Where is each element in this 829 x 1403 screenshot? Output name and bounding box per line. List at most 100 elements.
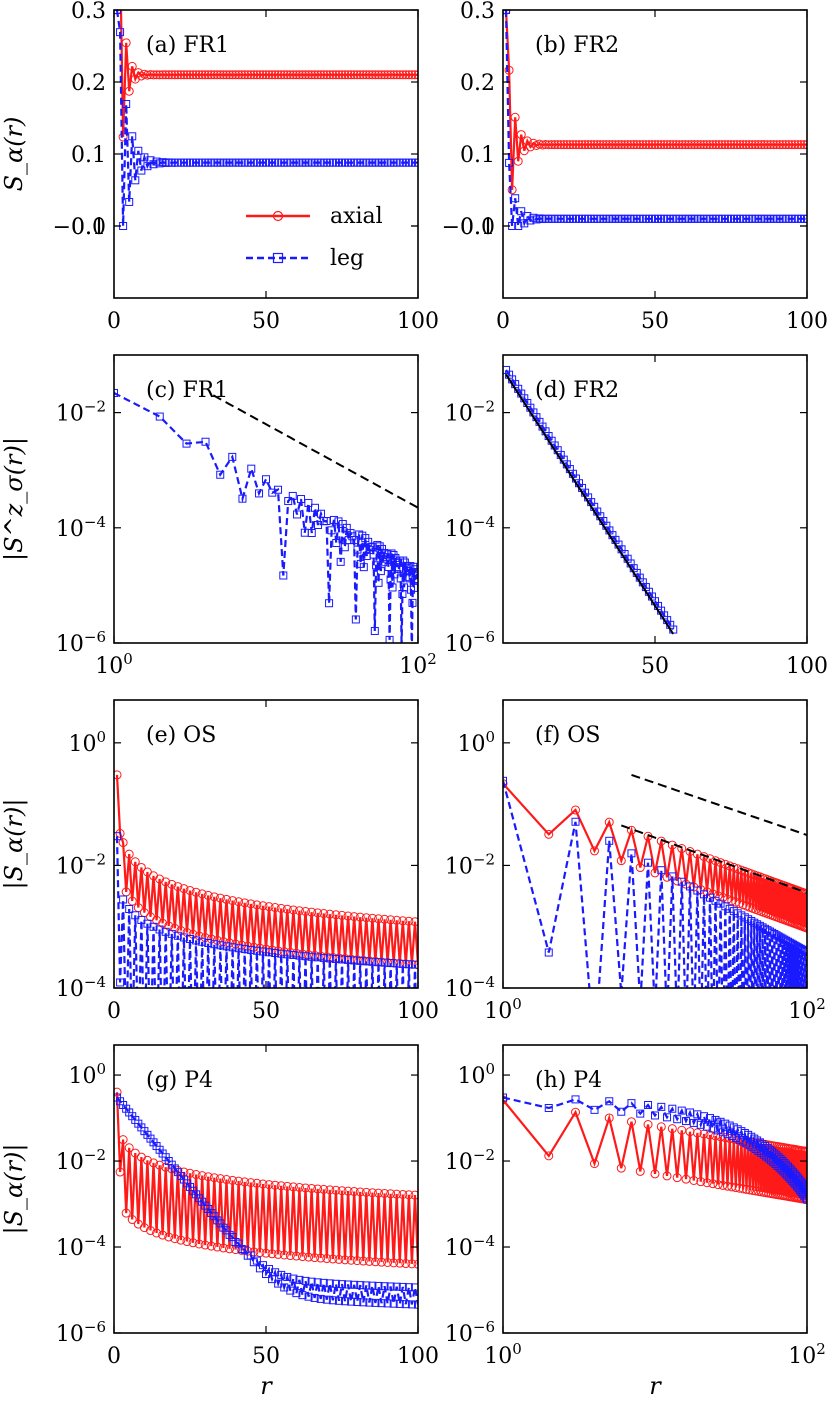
- point-leg-g-98: [410, 1283, 418, 1292]
- point-axial-g-26: [191, 1170, 201, 1180]
- point-axial-a-3: [121, 38, 131, 48]
- point-leg-f-29: [724, 1050, 731, 1057]
- point-leg-h-20: [699, 1112, 708, 1121]
- xtick-label-b-1: 50: [641, 309, 669, 334]
- point-leg-e-56: [283, 950, 292, 959]
- point-leg-e-80: [356, 956, 365, 965]
- point-axial-a-83: [364, 70, 374, 80]
- point-leg-a-0: [114, 10, 122, 14]
- point-leg-c-3: [201, 437, 210, 446]
- point-axial-a-95: [401, 70, 411, 80]
- point-leg-e-96: [404, 960, 413, 969]
- point-axial-b-13: [541, 139, 551, 149]
- point-axial-b-73: [723, 140, 733, 150]
- point-axial-f-3: [590, 846, 600, 856]
- point-leg-g-90: [386, 1282, 395, 1291]
- point-axial-b-46: [641, 140, 651, 150]
- point-axial-b-9: [528, 138, 538, 148]
- point-leg-e-35: [220, 1076, 227, 1083]
- point-axial-b-16: [550, 140, 560, 150]
- point-axial-e-4: [124, 849, 134, 859]
- point-leg-e-77: [348, 1090, 355, 1097]
- point-axial-b-15: [547, 140, 557, 150]
- xtick-label-b-0: 0: [496, 309, 510, 334]
- point-leg-c-2: [182, 439, 191, 448]
- point-axial-b-24: [574, 140, 584, 150]
- point-leg-e-55: [281, 1084, 288, 1091]
- point-axial-g-42: [240, 1177, 250, 1187]
- point-axial-a-84: [367, 70, 377, 80]
- point-axial-b-86: [762, 140, 772, 150]
- axes-frame-h: [502, 1044, 808, 1334]
- point-axial-g-58: [288, 1182, 298, 1192]
- point-axial-g-1: [115, 1167, 125, 1177]
- ytick-label-c-1: 10−4: [56, 513, 106, 542]
- point-leg-c-26: [327, 526, 336, 535]
- point-axial-a-16: [161, 70, 171, 80]
- point-axial-h-25: [713, 1180, 723, 1190]
- point-axial-b-62: [690, 140, 700, 150]
- point-leg-f-19: [697, 1035, 704, 1042]
- point-leg-g-56: [283, 1272, 292, 1281]
- point-leg-e-6: [131, 911, 140, 920]
- point-leg-e-75: [342, 1090, 349, 1097]
- point-axial-a-60: [294, 70, 304, 80]
- point-leg-g-74: [338, 1280, 346, 1289]
- point-axial-g-74: [337, 1186, 347, 1196]
- point-leg-h-31: [727, 1132, 736, 1141]
- point-axial-a-97: [407, 70, 417, 80]
- point-leg-g-76: [344, 1280, 353, 1289]
- point-axial-e-92: [392, 915, 402, 925]
- point-axial-g-27: [194, 1239, 204, 1249]
- point-axial-g-94: [398, 1189, 408, 1199]
- point-leg-f-12: [668, 872, 677, 881]
- point-leg-a-4: [125, 197, 134, 206]
- ytick-label-a-0: −0.1: [53, 215, 106, 240]
- point-axial-g-69: [322, 1254, 332, 1264]
- point-leg-c-12: [279, 571, 288, 580]
- point-leg-e-87: [378, 1092, 385, 1099]
- point-leg-g-59: [292, 1289, 301, 1298]
- point-leg-c-0: [114, 388, 118, 397]
- point-leg-f-30: [725, 904, 734, 913]
- series-line-axial-f: [503, 782, 807, 929]
- point-axial-h-8: [643, 1120, 653, 1130]
- point-leg-g-94: [398, 1282, 407, 1291]
- point-axial-b-34: [604, 140, 614, 150]
- point-leg-e-41: [238, 1079, 245, 1086]
- point-axial-a-58: [288, 70, 298, 80]
- point-axial-h-41: [745, 1185, 755, 1195]
- point-axial-a-44: [246, 70, 256, 80]
- series-line-axial-e: [115, 774, 418, 965]
- point-axial-a-90: [386, 70, 396, 80]
- point-axial-g-48: [258, 1179, 268, 1189]
- point-leg-f-10: [657, 866, 666, 875]
- point-leg-f-1: [544, 948, 553, 957]
- point-leg-e-18: [167, 929, 176, 938]
- xtick-label-e-1: 50: [252, 999, 280, 1024]
- point-axial-h-6: [626, 1117, 636, 1127]
- point-axial-b-42: [629, 140, 639, 150]
- point-axial-g-28: [197, 1171, 207, 1181]
- point-axial-a-42: [240, 70, 250, 80]
- xtick-label-a-2: 100: [397, 309, 439, 334]
- point-leg-b-5: [517, 207, 526, 216]
- point-leg-c-11: [274, 485, 283, 494]
- point-axial-a-54: [276, 70, 286, 80]
- point-leg-e-92: [392, 959, 401, 968]
- point-axial-b-68: [708, 140, 718, 150]
- point-leg-f-5: [618, 990, 625, 997]
- point-axial-f-31: [727, 896, 737, 906]
- point-leg-c-54: [374, 578, 383, 587]
- point-axial-a-98: [410, 70, 418, 80]
- point-leg-c-70: [391, 553, 400, 562]
- point-leg-e-2: [119, 895, 128, 904]
- point-axial-h-9: [650, 1169, 660, 1179]
- point-axial-b-60: [683, 140, 693, 150]
- point-leg-f-63: [774, 1078, 781, 1085]
- point-leg-e-53: [275, 1083, 282, 1090]
- point-leg-f-31: [728, 1052, 735, 1059]
- series-line-leg-f: [503, 780, 807, 988]
- point-axial-e-88: [380, 914, 390, 924]
- point-axial-g-89: [383, 1257, 393, 1267]
